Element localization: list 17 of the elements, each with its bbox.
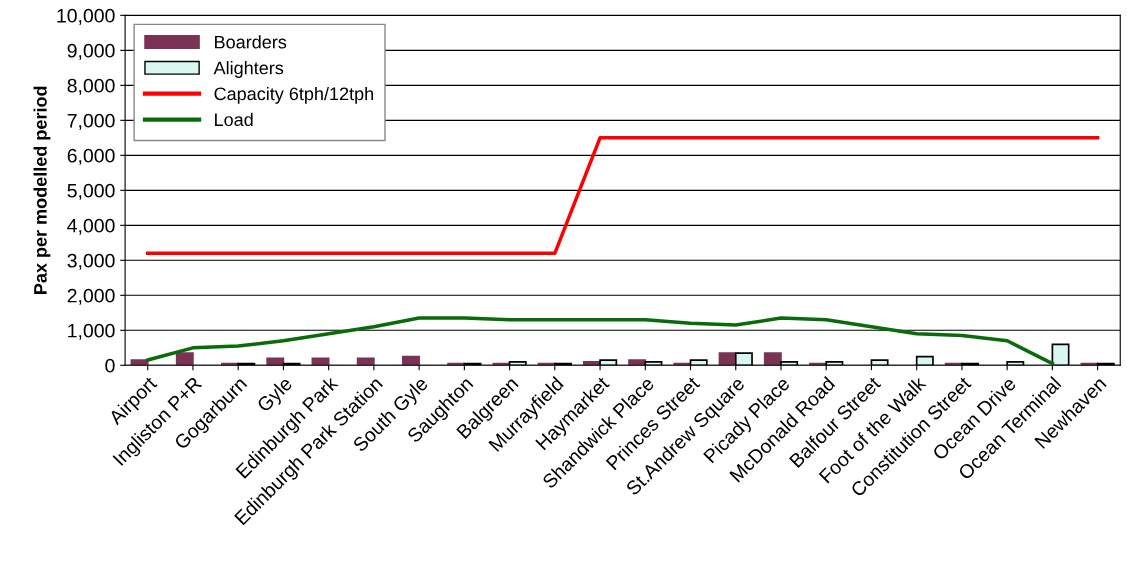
- legend-label: Alighters: [213, 61, 284, 78]
- y-tick-label: 9,000: [67, 43, 115, 60]
- y-tick-label: 3,000: [67, 253, 115, 270]
- legend-label: Boarders: [215, 35, 287, 49]
- y-tick-label: 0: [105, 358, 115, 373]
- line-series: [145, 316, 1055, 366]
- y-tick-label: 2,000: [67, 288, 115, 305]
- y-tick-label: 4,000: [67, 218, 115, 235]
- y-tick-label: 5,000: [67, 183, 115, 200]
- legend-label: Capacity 6tph/12tph: [214, 86, 373, 104]
- y-tick-label: 1,000: [68, 323, 115, 340]
- y-tick-label: 8,000: [67, 78, 115, 95]
- y-tick-label: 7,000: [67, 113, 115, 130]
- legend-label: Load: [215, 112, 253, 127]
- y-axis-title: Pax per modelled period: [33, 86, 51, 294]
- y-tick-label: 10,000: [57, 8, 115, 25]
- y-tick-label: 6,000: [67, 148, 115, 165]
